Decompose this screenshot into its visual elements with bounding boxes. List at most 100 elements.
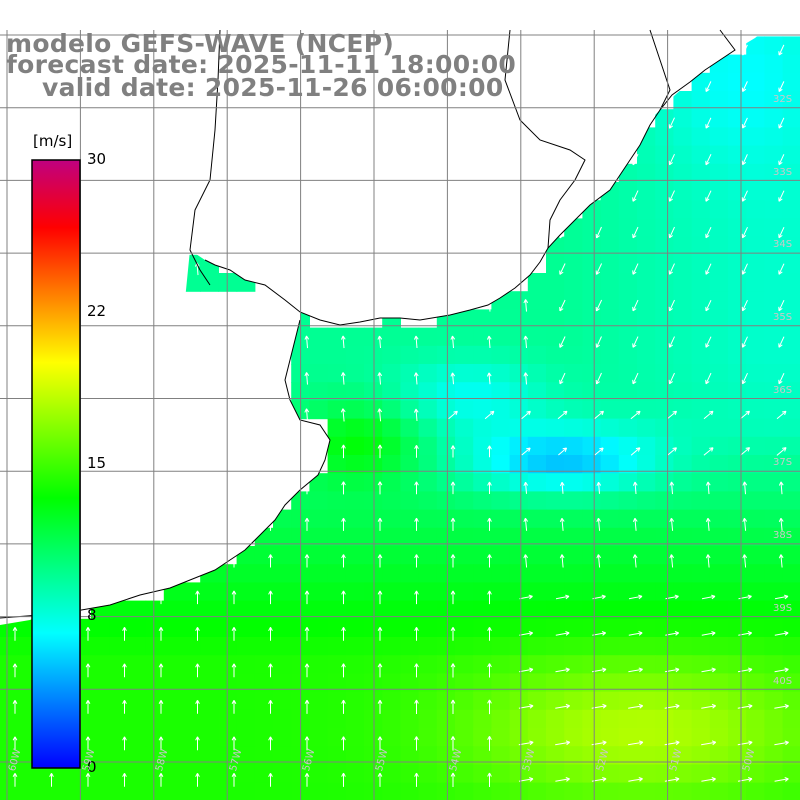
wind-arrow — [632, 336, 639, 348]
wind-cell — [782, 728, 800, 747]
wind-arrow — [519, 594, 533, 600]
wind-cell — [436, 582, 456, 602]
wind-cell — [564, 400, 583, 420]
wind-arrow — [776, 447, 787, 456]
colorbar-tick-15: 15 — [87, 454, 107, 472]
wind-cell — [127, 764, 147, 784]
wind-cell — [618, 782, 638, 800]
wind-cell — [236, 746, 256, 765]
wind-cell — [254, 582, 274, 602]
wind-cell — [546, 436, 565, 456]
wind-vector-arrows — [12, 44, 789, 787]
wind-cell — [764, 218, 784, 238]
wind-cell — [400, 473, 420, 492]
wind-cell — [200, 600, 219, 620]
wind-cell — [345, 564, 365, 583]
wind-cell — [728, 109, 747, 128]
wind-arrow — [741, 299, 748, 312]
land-west — [0, 300, 330, 615]
wind-cell — [728, 400, 747, 420]
wind-cell — [418, 728, 438, 747]
wind-arrow — [774, 667, 789, 673]
wind-cell — [673, 145, 693, 165]
wind-cell — [418, 618, 438, 638]
wind-cell — [546, 254, 565, 274]
wind-cell — [418, 546, 438, 565]
wind-cell — [527, 746, 547, 765]
wind-cell — [782, 309, 800, 329]
wind-arrow — [741, 336, 748, 348]
wind-cell — [746, 509, 765, 529]
wind-cell — [582, 473, 602, 492]
wind-cell — [91, 728, 110, 747]
wind-cell — [527, 673, 547, 693]
wind-cell — [218, 637, 238, 656]
wind-cell — [728, 509, 747, 529]
wind-arrow — [341, 626, 346, 641]
wind-arrow — [742, 481, 748, 495]
wind-arrow — [12, 736, 18, 751]
wind-cell — [364, 455, 383, 474]
wind-cell — [491, 655, 511, 674]
wind-arrow — [628, 740, 644, 746]
wind-cell — [218, 582, 238, 602]
wind-arrow — [523, 372, 529, 385]
wind-cell — [728, 637, 747, 656]
wind-cell — [491, 400, 511, 420]
wind-cell — [309, 582, 329, 602]
wind-cell — [746, 436, 765, 456]
wind-cell — [691, 637, 711, 656]
wind-arrow — [304, 736, 310, 751]
wind-arrow — [12, 663, 18, 678]
wind-cell — [618, 473, 638, 492]
wind-cell — [0, 764, 19, 784]
wind-arrow — [413, 408, 419, 422]
wind-cell — [746, 345, 765, 365]
wind-cell — [455, 382, 474, 401]
wind-cell — [673, 436, 693, 456]
wind-arrow — [703, 410, 714, 420]
wind-cell — [746, 127, 765, 147]
wind-arrow — [158, 772, 164, 787]
wind-cell — [673, 327, 693, 347]
wind-cell — [709, 72, 729, 92]
wind-cell — [709, 764, 729, 784]
wind-cell — [782, 273, 800, 292]
wind-cell — [709, 600, 729, 620]
wind-cell — [546, 673, 565, 693]
wind-arrow — [705, 481, 711, 495]
wind-cell — [691, 418, 711, 438]
wind-cell — [618, 764, 638, 784]
wind-cell — [782, 218, 800, 238]
wind-arrow — [377, 444, 383, 459]
wind-cell — [236, 709, 256, 729]
wind-cell — [637, 455, 656, 474]
lat-label: 37S — [773, 457, 793, 468]
wind-cell — [491, 473, 511, 492]
wind-cell — [728, 673, 747, 693]
wind-cell — [618, 418, 638, 438]
wind-cell — [527, 564, 547, 583]
wind-cell — [473, 655, 492, 674]
wind-cell — [637, 327, 656, 347]
wind-cell — [473, 345, 492, 365]
wind-arrow — [668, 190, 675, 202]
wind-cell — [436, 764, 456, 784]
wind-cell — [691, 109, 711, 128]
wind-cell — [527, 364, 547, 383]
wind-arrow — [487, 481, 492, 494]
wind-cell — [600, 746, 620, 765]
wind-cell — [473, 509, 492, 529]
wind-cell — [673, 782, 693, 800]
wind-cell — [455, 637, 474, 656]
wind-arrow — [487, 517, 492, 531]
wind-cell — [709, 782, 729, 800]
wind-cell — [473, 673, 492, 693]
wind-cell — [709, 637, 729, 656]
wind-arrow — [523, 554, 529, 568]
wind-cell — [782, 200, 800, 219]
wind-cell — [436, 345, 456, 365]
wind-cell — [327, 527, 347, 547]
wind-arrow — [304, 699, 310, 714]
